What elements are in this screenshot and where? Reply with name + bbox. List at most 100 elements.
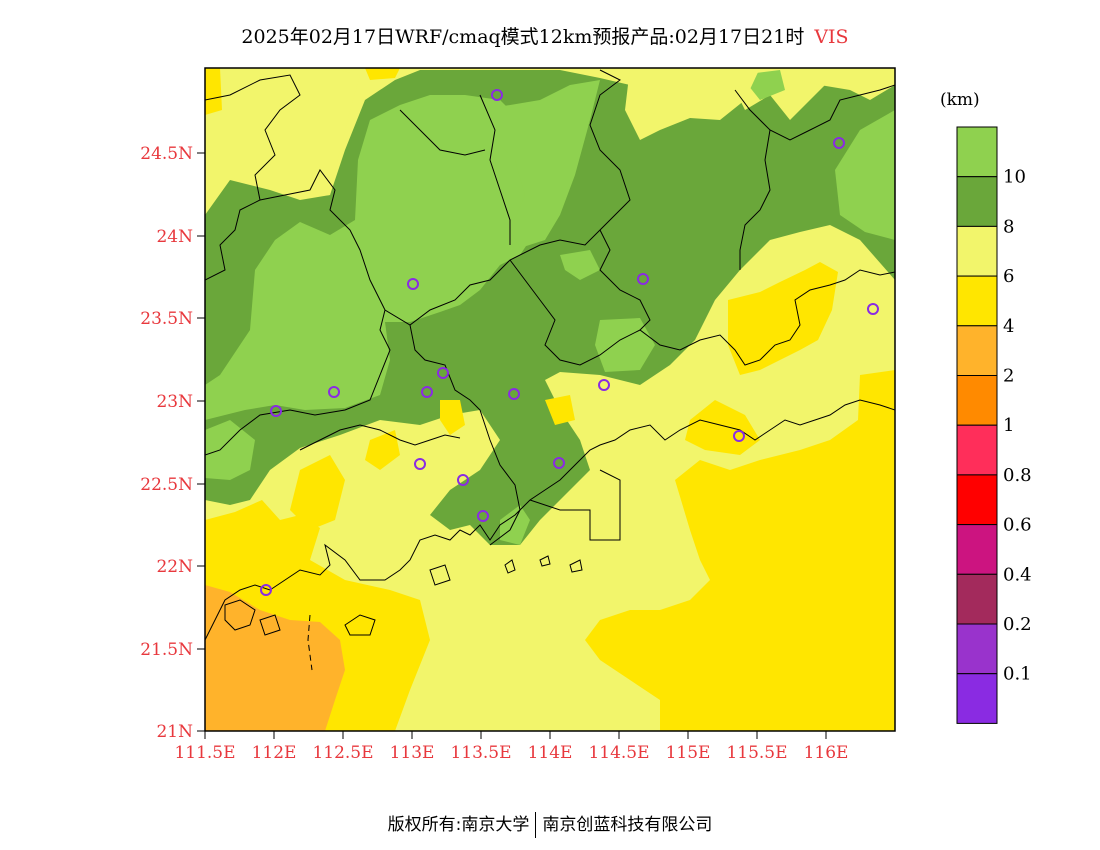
boundary-line <box>599 229 651 331</box>
boundary-dashed <box>307 614 313 671</box>
station-marker[interactable] <box>414 458 426 470</box>
station-marker[interactable] <box>867 303 879 315</box>
legend-label: 4 <box>1003 316 1014 337</box>
island <box>224 599 256 631</box>
station-marker[interactable] <box>637 273 649 285</box>
station-marker[interactable] <box>421 386 433 398</box>
lon-tick-label: 114E <box>528 743 573 763</box>
boundary-line <box>479 94 511 245</box>
field-band-4-6 <box>585 370 895 731</box>
legend-label: 0.8 <box>1003 465 1032 486</box>
coastline <box>205 399 895 641</box>
legend-colorbar: 10 8 6 4 2 1 0.8 0.6 0.4 0.2 0.1 <box>956 126 1032 724</box>
footer-copyright: 版权所有:南京大学 <box>387 815 530 835</box>
station-marker[interactable] <box>598 379 610 391</box>
island <box>259 614 281 636</box>
legend-label: 10 <box>1003 167 1026 188</box>
lat-tick-label: 22.5N <box>140 475 193 495</box>
legend-swatch <box>956 474 998 526</box>
field-band-10 <box>480 80 600 248</box>
visibility-field <box>205 68 895 731</box>
axis-ticks <box>197 152 827 739</box>
lat-tick-label: 24.5N <box>140 144 193 164</box>
lat-tick-label: 21N <box>156 722 193 742</box>
station-marker[interactable] <box>733 430 745 442</box>
field-band-4-6 <box>365 68 400 80</box>
boundary-lines <box>205 69 895 671</box>
lat-tick-label: 23.5N <box>140 309 193 329</box>
lon-tick-label: 116E <box>804 743 849 763</box>
legend-label: 0.4 <box>1003 564 1032 585</box>
island <box>429 564 451 586</box>
lat-tick-label: 22N <box>156 557 193 577</box>
boundary-line <box>205 74 301 281</box>
lat-tick-label: 21.5N <box>140 640 193 660</box>
legend-swatch <box>956 275 998 327</box>
field-band-10 <box>500 505 530 545</box>
lon-tick-label: 114.5E <box>588 743 649 763</box>
station-marker[interactable] <box>260 584 272 596</box>
lon-tick-label: 115.5E <box>726 743 787 763</box>
station-marker[interactable] <box>270 405 282 417</box>
lon-tick-label: 113E <box>390 743 435 763</box>
lat-tick-label: 24N <box>156 227 193 247</box>
lon-tick-label: 115E <box>666 743 711 763</box>
legend-label: 1 <box>1003 415 1014 436</box>
field-band-4-6 <box>290 455 345 530</box>
station-marker[interactable] <box>491 89 503 101</box>
footer-company: 南京创蓝科技有限公司 <box>542 815 713 835</box>
legend-swatch <box>956 225 998 277</box>
lon-labels: 111.5E 112E 112.5E 113E 113.5E 114E 114.… <box>174 743 848 763</box>
station-marker[interactable] <box>553 457 565 469</box>
field-band-6-8 <box>205 68 360 198</box>
legend-label: 0.2 <box>1003 614 1032 635</box>
lon-tick-label: 112.5E <box>312 743 373 763</box>
field-band-4-6 <box>440 400 465 435</box>
legend-swatch <box>956 524 998 575</box>
coastline <box>529 469 621 541</box>
station-marker[interactable] <box>833 137 845 149</box>
field-band-6-8 <box>625 68 760 140</box>
station-marker[interactable] <box>477 510 489 522</box>
field-band-4-6 <box>545 395 575 425</box>
boundary-line <box>399 109 486 156</box>
legend-swatch <box>956 573 998 625</box>
lon-tick-label: 113.5E <box>450 743 511 763</box>
island <box>539 555 551 567</box>
legend-label: 6 <box>1003 266 1014 287</box>
lat-labels: 24.5N 24N 23.5N 23N 22.5N 22N 21.5N 21N <box>140 144 193 742</box>
boundary-line <box>205 309 391 456</box>
field-band-10 <box>205 95 540 420</box>
station-marker[interactable] <box>328 386 340 398</box>
boundary-line <box>259 69 631 326</box>
station-marker[interactable] <box>457 474 469 486</box>
lon-tick-label: 111.5E <box>174 743 235 763</box>
legend-label: 8 <box>1003 216 1014 237</box>
station-marker[interactable] <box>407 278 419 290</box>
legend-swatch <box>956 424 998 476</box>
legend-swatch <box>956 126 998 178</box>
legend-swatch <box>956 176 998 227</box>
field-band-10 <box>560 250 600 280</box>
station-marker[interactable] <box>508 388 520 400</box>
legend-label: 0.1 <box>1003 664 1032 685</box>
boundary-line <box>734 84 895 141</box>
field-band-10 <box>835 110 895 240</box>
boundary-line <box>509 259 895 366</box>
field-band-10 <box>595 318 655 372</box>
station-marker[interactable] <box>437 367 449 379</box>
island <box>504 559 516 574</box>
title-variable: VIS <box>814 26 849 48</box>
legend-unit: (km) <box>940 90 980 110</box>
field-band-10 <box>205 420 255 480</box>
legend-swatch <box>956 673 998 724</box>
lat-tick-label: 23N <box>156 392 193 412</box>
field-band-4-6 <box>205 68 222 115</box>
legend-swatch <box>956 623 998 675</box>
chart-title: 2025年02月17日WRF/cmaq模式12km预报产品:02月17日21时 V… <box>0 22 1090 49</box>
boundary-line <box>299 424 461 451</box>
footer: 版权所有:南京大学 南京创蓝科技有限公司 <box>0 810 1100 838</box>
island <box>569 559 583 573</box>
legend-label: 2 <box>1003 366 1014 387</box>
